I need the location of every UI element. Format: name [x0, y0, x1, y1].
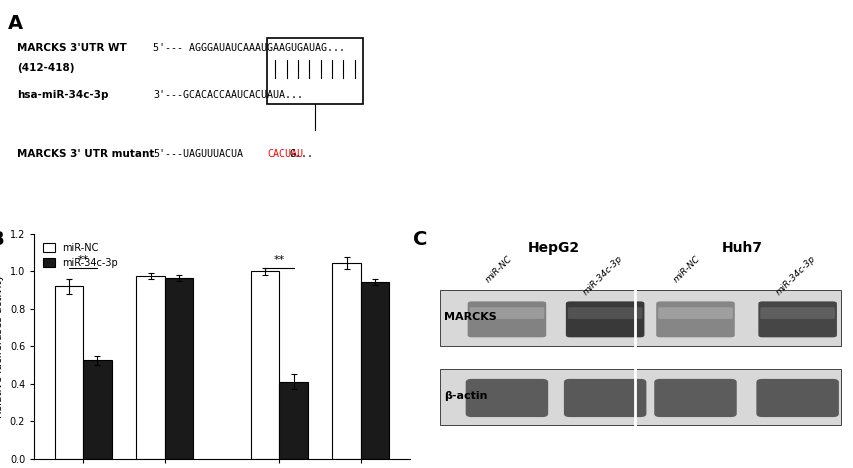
Text: 3'---GCACACCAAUCACUAUA...: 3'---GCACACCAAUCACUAUA...	[154, 90, 303, 100]
Text: Huh7: Huh7	[722, 241, 763, 255]
Bar	[332, 263, 361, 459]
FancyBboxPatch shape	[465, 379, 548, 417]
Bar	[250, 271, 279, 459]
FancyBboxPatch shape	[469, 307, 543, 319]
FancyBboxPatch shape	[567, 307, 641, 319]
Bar	[55, 286, 83, 459]
Text: (412-418): (412-418)	[17, 63, 74, 73]
FancyBboxPatch shape	[467, 301, 546, 337]
Text: **: **	[78, 255, 89, 265]
FancyBboxPatch shape	[756, 379, 838, 417]
Text: miR-NC: miR-NC	[483, 254, 513, 285]
Text: MARCKS: MARCKS	[444, 312, 496, 322]
Text: miR-34c-3p: miR-34c-3p	[773, 254, 816, 297]
Y-axis label: Relative luciferases activity: Relative luciferases activity	[0, 274, 4, 418]
Text: A: A	[8, 14, 23, 33]
FancyBboxPatch shape	[655, 301, 734, 337]
Text: MARCKS 3' UTR mutant: MARCKS 3' UTR mutant	[17, 149, 154, 159]
FancyBboxPatch shape	[439, 369, 840, 425]
Text: hsa-miR-34c-3p: hsa-miR-34c-3p	[17, 90, 108, 100]
FancyBboxPatch shape	[563, 379, 646, 417]
FancyBboxPatch shape	[653, 379, 736, 417]
Bar	[136, 276, 165, 459]
FancyBboxPatch shape	[757, 301, 836, 337]
Bar	[267, 38, 363, 104]
Text: 5'---UAGUUUACUA: 5'---UAGUUUACUA	[154, 149, 243, 159]
Bar	[279, 382, 307, 459]
Text: MARCKS 3'UTR WT: MARCKS 3'UTR WT	[17, 43, 127, 53]
Text: CACUAU: CACUAU	[267, 149, 303, 159]
Text: 5'--- AGGGAUAUCAAAUGAAGUGAUAG...: 5'--- AGGGAUAUCAAAUGAAGUGAUAG...	[154, 43, 345, 53]
Text: HepG2: HepG2	[527, 241, 579, 255]
Bar	[83, 360, 112, 459]
Text: B: B	[0, 229, 3, 249]
Text: G...: G...	[289, 149, 313, 159]
Bar	[361, 282, 389, 459]
Text: **: **	[273, 255, 285, 265]
Text: miR-NC: miR-NC	[671, 254, 701, 285]
Legend: miR-NC, miR-34c-3p: miR-NC, miR-34c-3p	[39, 239, 122, 271]
FancyBboxPatch shape	[658, 307, 732, 319]
FancyBboxPatch shape	[566, 301, 644, 337]
Text: β-actin: β-actin	[444, 391, 487, 401]
FancyBboxPatch shape	[759, 307, 834, 319]
Bar	[165, 278, 194, 459]
Text: miR-34c-3p: miR-34c-3p	[581, 254, 624, 297]
Text: C: C	[412, 229, 426, 249]
FancyBboxPatch shape	[439, 290, 840, 346]
